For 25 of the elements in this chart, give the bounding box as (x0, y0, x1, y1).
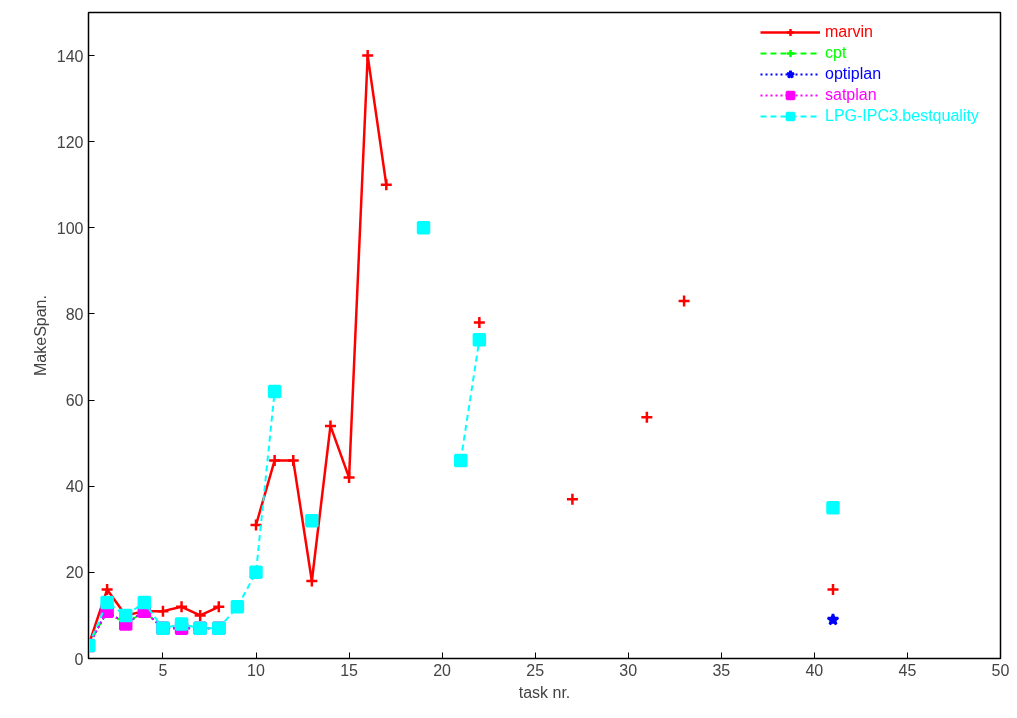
legend-label: LPG-IPC3.bestquality (825, 107, 979, 125)
y-tick-label: 20 (65, 564, 84, 582)
y-tick-label: 60 (65, 392, 84, 410)
y-tick-label: 120 (56, 133, 84, 151)
x-tick-label: 20 (433, 661, 452, 679)
x-tick-label: 50 (991, 661, 1010, 679)
legend-label: optiplan (825, 65, 882, 83)
y-tick-label: 100 (56, 219, 84, 237)
legend-label: cpt (825, 44, 847, 62)
y-tick-label: 0 (74, 650, 84, 668)
x-tick-label: 30 (619, 661, 638, 679)
legend-label: satplan (825, 86, 877, 104)
y-axis-title: MakeSpan. (31, 295, 49, 376)
x-tick-label: 40 (805, 661, 824, 679)
x-tick-label: 15 (340, 661, 359, 679)
x-tick-label: 25 (526, 661, 545, 679)
y-tick-label: 80 (65, 305, 84, 323)
x-axis-title: task nr. (518, 683, 571, 701)
x-tick-label: 10 (247, 661, 266, 679)
x-tick-label: 45 (898, 661, 917, 679)
x-tick-label: 35 (712, 661, 731, 679)
x-tick-label: 5 (158, 661, 168, 679)
y-tick-label: 40 (65, 478, 84, 496)
legend-label: marvin (825, 23, 874, 41)
y-tick-label: 140 (56, 47, 84, 65)
